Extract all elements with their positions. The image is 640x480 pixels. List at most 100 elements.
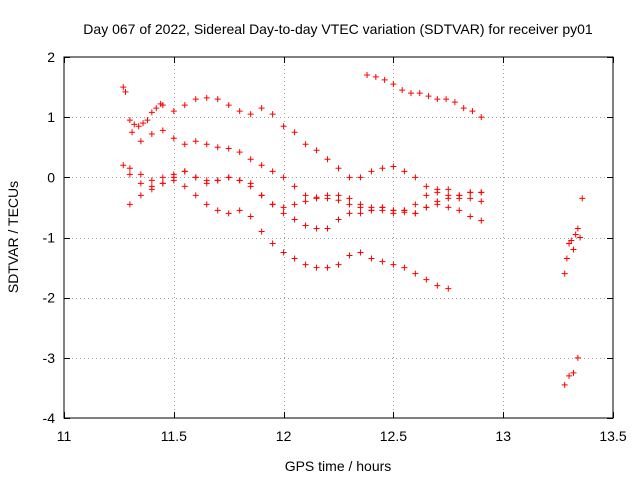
- data-point: [335, 192, 342, 199]
- data-point: [170, 135, 177, 142]
- data-point: [401, 168, 408, 175]
- x-tick-label: 11.5: [161, 428, 187, 444]
- data-point: [291, 216, 298, 223]
- data-point: [566, 372, 573, 379]
- data-point: [568, 237, 575, 244]
- data-point: [247, 183, 254, 190]
- series-track-7: [364, 72, 485, 121]
- data-point: [148, 131, 155, 138]
- data-point: [368, 207, 375, 214]
- data-point: [561, 270, 568, 277]
- data-point: [390, 81, 397, 88]
- data-point: [126, 117, 133, 124]
- data-point: [423, 192, 430, 199]
- data-point: [412, 270, 419, 277]
- y-tick-label: 1: [47, 109, 55, 125]
- data-point: [561, 381, 568, 388]
- data-point: [214, 207, 221, 214]
- data-point: [357, 174, 364, 181]
- data-point: [137, 138, 144, 145]
- data-point: [456, 207, 463, 214]
- y-tick-label: 0: [47, 169, 55, 185]
- data-point: [451, 99, 458, 106]
- data-point: [236, 177, 243, 184]
- y-tick-label: -3: [43, 350, 56, 366]
- data-point: [137, 192, 144, 199]
- data-point: [225, 174, 232, 181]
- data-point: [324, 156, 331, 163]
- data-point: [126, 165, 133, 172]
- data-point: [144, 117, 151, 124]
- data-point: [577, 234, 584, 241]
- data-point: [445, 186, 452, 193]
- data-point: [478, 189, 485, 196]
- data-point: [401, 264, 408, 271]
- data-point: [120, 84, 127, 91]
- data-point: [416, 90, 423, 97]
- x-tick-label: 11: [57, 428, 72, 444]
- data-point: [181, 183, 188, 190]
- data-point: [269, 201, 276, 208]
- series-track-8: [561, 195, 586, 277]
- data-point: [368, 168, 375, 175]
- data-point: [335, 261, 342, 268]
- data-point: [572, 231, 579, 238]
- data-point: [379, 258, 386, 265]
- data-point: [181, 102, 188, 109]
- data-point: [460, 105, 467, 112]
- data-point: [203, 94, 210, 101]
- data-point: [302, 192, 309, 199]
- data-point: [302, 198, 309, 205]
- data-point: [313, 147, 320, 154]
- data-point: [192, 174, 199, 181]
- data-point: [159, 174, 166, 181]
- data-point: [313, 225, 320, 232]
- series-track-4: [126, 168, 485, 232]
- data-point: [324, 192, 331, 199]
- data-point: [203, 180, 210, 187]
- data-point: [399, 87, 406, 94]
- x-tick-label: 13.5: [599, 428, 626, 444]
- data-point: [203, 141, 210, 148]
- data-point: [291, 201, 298, 208]
- data-point: [434, 96, 441, 103]
- y-axis-label: SDTVAR / TECUs: [5, 181, 21, 293]
- data-point: [258, 162, 265, 169]
- data-point: [456, 192, 463, 199]
- data-point: [148, 186, 155, 193]
- data-point: [346, 195, 353, 202]
- data-point: [574, 225, 581, 232]
- data-point: [346, 201, 353, 208]
- data-point: [126, 201, 133, 208]
- x-tick-label: 12.5: [380, 428, 407, 444]
- data-point: [324, 264, 331, 271]
- data-point: [280, 249, 287, 256]
- data-point: [563, 255, 570, 262]
- data-point: [407, 90, 414, 97]
- y-tick-label: -2: [43, 290, 56, 306]
- data-point: [372, 73, 379, 80]
- data-point: [247, 111, 254, 118]
- data-point: [170, 177, 177, 184]
- data-point: [445, 192, 452, 199]
- data-point: [291, 255, 298, 262]
- data-point: [434, 201, 441, 208]
- data-point: [214, 144, 221, 151]
- data-point: [346, 174, 353, 181]
- x-tick-label: 12: [276, 428, 292, 444]
- data-point: [236, 149, 243, 156]
- data-point: [258, 228, 265, 235]
- axis-ticks: [64, 57, 614, 419]
- data-point: [412, 201, 419, 208]
- data-point: [357, 210, 364, 217]
- data-point: [192, 96, 199, 103]
- data-point: [291, 183, 298, 190]
- x-axis-label: GPS time / hours: [285, 458, 392, 474]
- data-point: [159, 180, 166, 187]
- data-point: [379, 204, 386, 211]
- data-point: [346, 252, 353, 259]
- data-point: [181, 141, 188, 148]
- data-point: [236, 108, 243, 115]
- data-point: [148, 109, 155, 116]
- data-points: [120, 72, 586, 388]
